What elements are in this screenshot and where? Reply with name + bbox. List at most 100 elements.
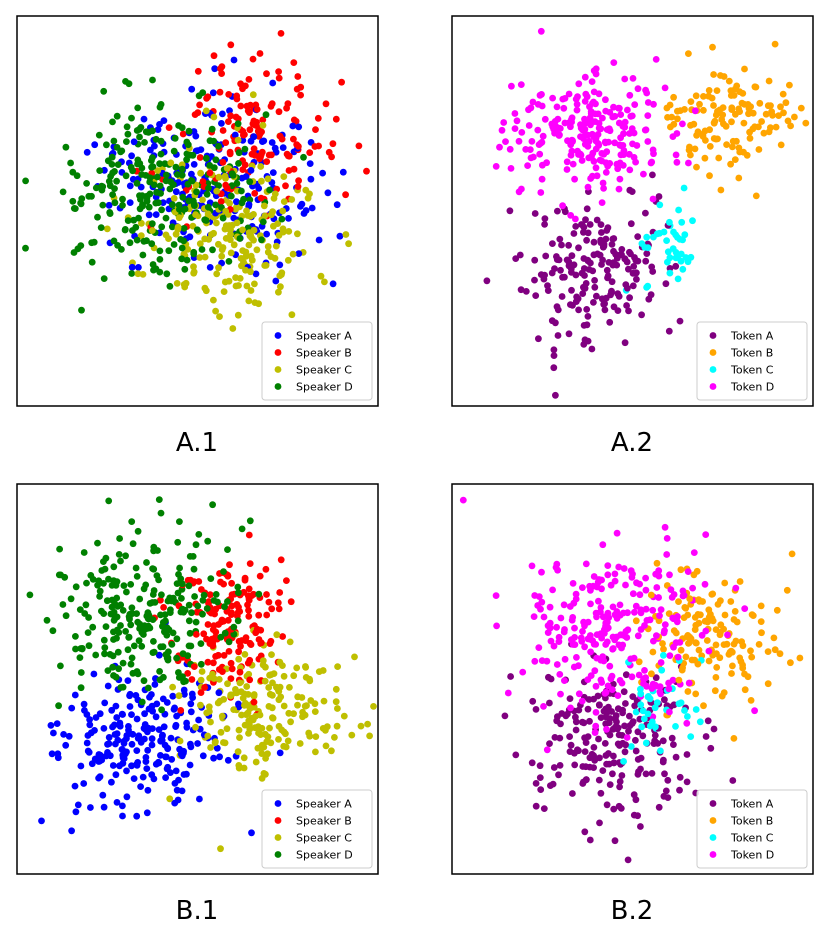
- data-point: [80, 700, 88, 708]
- data-point: [155, 651, 163, 659]
- data-point: [258, 741, 266, 749]
- data-point: [219, 214, 227, 222]
- data-point: [625, 307, 632, 315]
- data-point: [635, 658, 643, 666]
- data-point: [683, 719, 691, 727]
- data-point: [280, 672, 288, 680]
- data-point: [127, 621, 135, 629]
- data-point: [245, 613, 253, 620]
- data-point: [245, 606, 252, 614]
- data-point: [181, 205, 189, 213]
- data-point: [295, 123, 303, 131]
- data-point: [670, 627, 678, 634]
- data-point: [157, 509, 165, 517]
- data-point: [592, 682, 600, 690]
- data-point: [114, 648, 122, 656]
- data-point: [583, 236, 590, 244]
- data-point: [110, 237, 118, 245]
- data-point: [242, 173, 250, 181]
- data-point: [91, 727, 98, 734]
- data-point: [245, 531, 253, 539]
- data-point: [740, 119, 748, 127]
- data-point: [210, 113, 218, 121]
- data-point: [620, 565, 628, 572]
- data-point: [764, 680, 772, 688]
- data-point: [567, 301, 574, 308]
- data-point: [249, 91, 257, 99]
- data-point: [506, 145, 514, 153]
- data-point: [609, 603, 617, 611]
- data-point: [549, 240, 556, 248]
- data-point: [626, 294, 633, 302]
- data-point: [128, 470, 135, 477]
- data-point: [591, 667, 599, 675]
- data-point: [128, 604, 136, 612]
- data-point: [663, 535, 671, 542]
- data-point: [692, 92, 700, 100]
- data-point: [148, 157, 155, 165]
- data-point: [60, 731, 67, 738]
- data-point: [590, 744, 598, 751]
- data-point: [226, 107, 233, 115]
- data-point: [139, 251, 147, 259]
- data-point: [709, 43, 716, 51]
- data-point: [636, 591, 644, 599]
- data-point: [273, 683, 280, 691]
- data-point: [256, 50, 264, 57]
- data-point: [151, 599, 159, 606]
- data-point: [83, 180, 90, 187]
- data-point: [629, 590, 637, 598]
- data-point: [140, 115, 148, 123]
- data-point: [312, 733, 320, 740]
- data-point: [733, 82, 741, 90]
- data-point: [220, 580, 228, 588]
- data-point: [712, 641, 720, 649]
- data-point: [210, 675, 218, 682]
- data-point: [626, 712, 633, 720]
- data-point: [611, 837, 619, 845]
- data-point: [647, 591, 655, 599]
- data-point: [169, 201, 176, 209]
- data-point: [673, 130, 681, 137]
- data-point: [119, 607, 127, 614]
- data-point: [705, 87, 713, 94]
- data-point: [185, 127, 193, 135]
- data-point: [676, 786, 683, 794]
- data-point: [211, 65, 219, 73]
- data-point: [701, 617, 709, 625]
- legend-marker: [709, 349, 717, 356]
- data-point: [493, 622, 500, 630]
- data-point: [642, 770, 650, 778]
- data-point: [606, 781, 614, 788]
- data-point: [199, 596, 207, 604]
- data-point: [624, 284, 631, 292]
- data-point: [170, 706, 178, 713]
- data-point: [311, 700, 319, 708]
- data-point: [515, 137, 523, 145]
- data-point: [195, 578, 203, 585]
- data-point: [266, 690, 274, 698]
- data-point: [637, 701, 645, 709]
- data-point: [642, 257, 650, 265]
- data-point: [85, 642, 93, 650]
- data-point: [123, 732, 131, 739]
- data-point: [609, 645, 616, 653]
- data-point: [625, 727, 632, 735]
- data-point: [259, 121, 267, 129]
- data-point: [288, 196, 296, 203]
- data-point: [614, 692, 622, 699]
- legend-box: [696, 789, 808, 869]
- legend-label: Speaker C: [296, 832, 352, 845]
- data-point: [255, 185, 263, 192]
- data-point: [150, 547, 158, 555]
- data-point: [146, 178, 154, 186]
- data-point: [225, 91, 233, 98]
- data-point: [573, 106, 581, 114]
- data-point: [227, 112, 235, 120]
- legend-label: Token C: [730, 364, 774, 377]
- legend-box: [696, 321, 808, 401]
- data-point: [143, 809, 151, 817]
- data-point: [676, 235, 684, 243]
- data-point: [236, 668, 244, 676]
- data-point: [117, 622, 124, 629]
